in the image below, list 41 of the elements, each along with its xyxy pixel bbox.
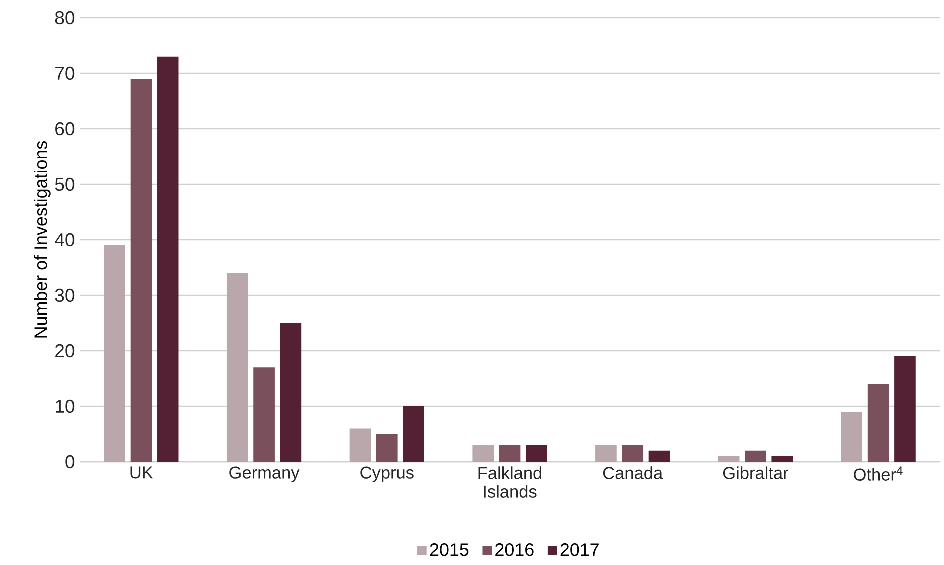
- bar: [841, 412, 863, 462]
- bar: [868, 384, 890, 462]
- x-tick-label: Falkland Islands: [478, 466, 542, 498]
- y-axis-title: Number of Investigations: [34, 142, 51, 338]
- legend-label: 2015: [430, 544, 469, 556]
- y-tick-label: 70: [56, 66, 75, 80]
- bar: [622, 445, 644, 462]
- bar: [526, 445, 548, 462]
- bar: [596, 445, 617, 462]
- legend-label: 2016: [496, 544, 534, 556]
- bar: [350, 428, 372, 462]
- bar: [745, 450, 766, 462]
- bar: [403, 406, 424, 462]
- y-tick-label: 10: [56, 400, 75, 414]
- x-tick-label: Cyprus: [360, 466, 414, 482]
- y-tick-label: 50: [55, 178, 75, 192]
- x-tick-label: Gibraltar: [723, 466, 789, 480]
- bar: [254, 368, 275, 462]
- y-tick-label: 30: [55, 288, 75, 302]
- bar: [894, 356, 916, 462]
- bar: [718, 456, 740, 462]
- x-tick-label: UK: [130, 466, 154, 479]
- bar: [226, 273, 248, 462]
- x-tick-label: Canada: [603, 466, 664, 480]
- y-tick-label: 40: [55, 233, 75, 247]
- legend-label: 2017: [560, 544, 599, 556]
- bar: [376, 434, 398, 462]
- bar: [648, 450, 670, 462]
- bar: [104, 246, 126, 462]
- y-tick-label: 80: [55, 11, 75, 25]
- bar: [499, 445, 521, 462]
- bar: [157, 56, 179, 462]
- bar: [280, 323, 302, 462]
- bar: [772, 456, 794, 462]
- y-tick-label: 0: [66, 455, 75, 469]
- y-tick-label: 60: [56, 122, 75, 136]
- x-tick-label: Germany: [230, 466, 300, 482]
- x-tick-label: Other$^{4}$: [854, 466, 903, 481]
- y-tick-label: 20: [56, 344, 75, 358]
- bar: [130, 79, 152, 462]
- bar: [472, 445, 494, 462]
